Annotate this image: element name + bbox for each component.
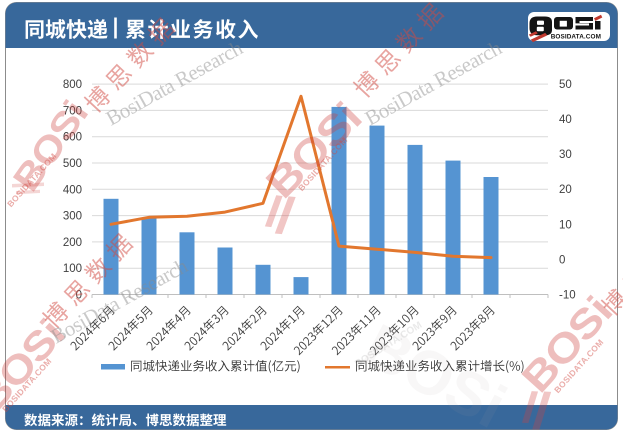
svg-text:10: 10 [559, 219, 572, 231]
svg-text:30: 30 [559, 149, 572, 161]
svg-text:BOSIDATA.COM: BOSIDATA.COM [551, 33, 601, 40]
svg-text:40: 40 [559, 114, 572, 126]
svg-text:100: 100 [63, 263, 82, 275]
svg-text:200: 200 [63, 237, 82, 249]
svg-text:500: 500 [63, 158, 82, 170]
svg-text:0: 0 [559, 254, 565, 266]
svg-text:800: 800 [63, 79, 82, 91]
svg-text:700: 700 [63, 105, 82, 117]
svg-text:-10: -10 [559, 290, 576, 302]
svg-text:300: 300 [63, 211, 82, 223]
svg-text:50: 50 [559, 79, 572, 91]
svg-text:400: 400 [63, 184, 82, 196]
svg-text:0: 0 [76, 290, 82, 302]
svg-text:20: 20 [559, 184, 572, 196]
svg-text:600: 600 [63, 132, 82, 144]
